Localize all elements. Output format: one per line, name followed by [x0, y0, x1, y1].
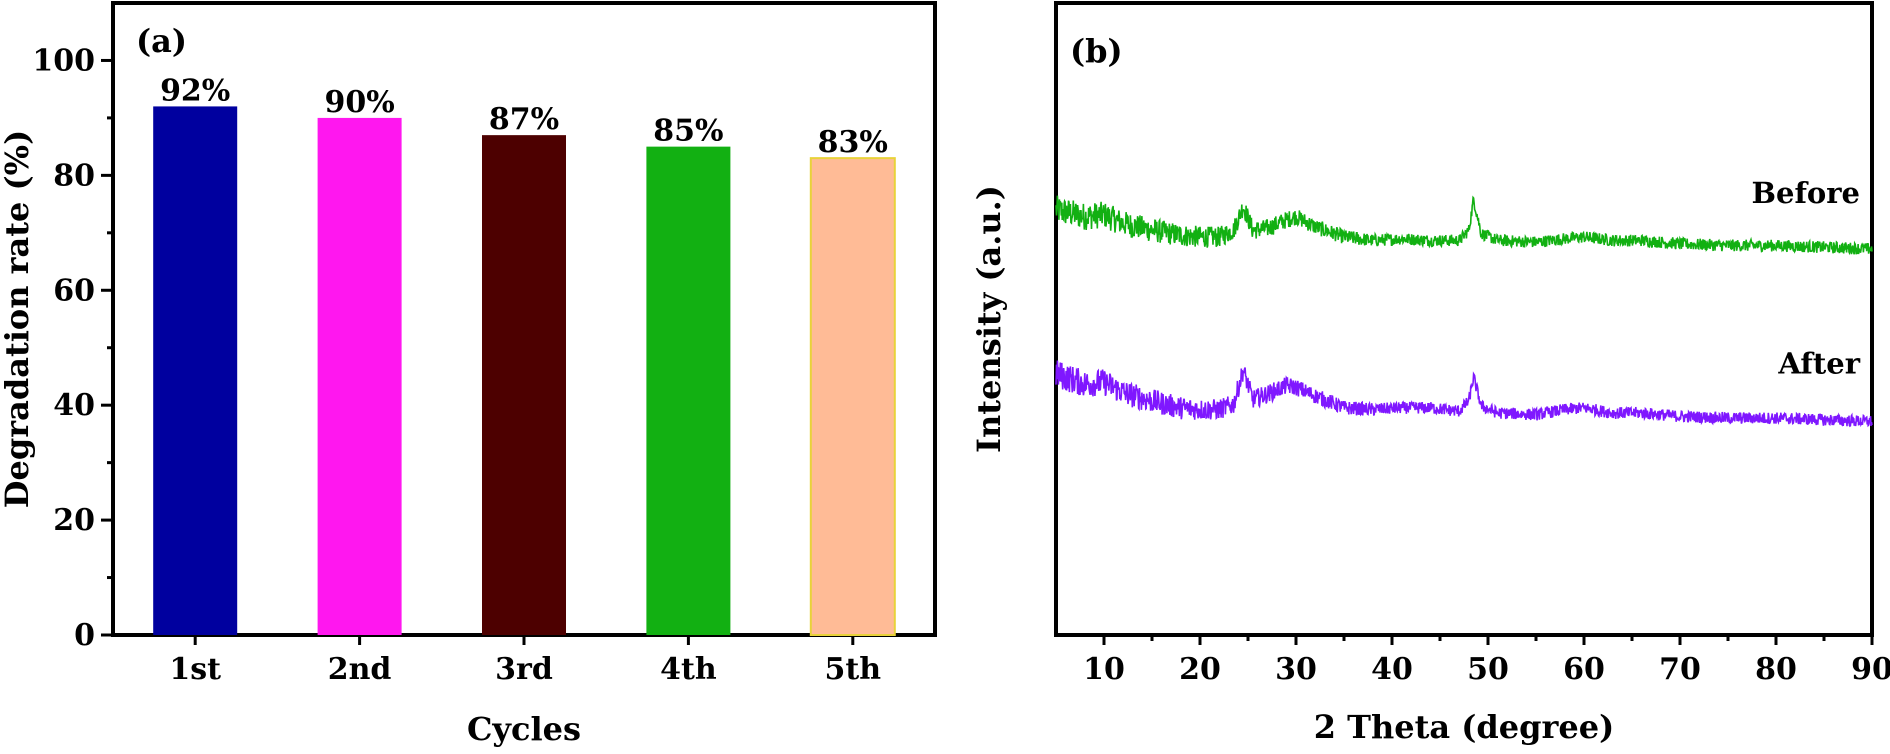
curve-label-after: After	[1777, 347, 1860, 381]
panel-a-degradation-bar-chart: (a) 0 20 40 60 80 100 1st 2nd 3rd 4th 5th 92% 90% 8…	[0, 1, 937, 748]
bar-value-label: 83%	[818, 125, 888, 160]
panel-a-x-axis: 1st 2nd 3rd 4th 5th	[169, 635, 881, 687]
x-tick-label: 90	[1851, 652, 1890, 687]
panel-b-curves: Before After	[1055, 176, 1873, 428]
x-tick-label: 80	[1755, 652, 1797, 687]
x-tick-label: 3rd	[495, 652, 553, 687]
bar-1st	[153, 106, 238, 635]
x-tick-label: 70	[1659, 652, 1701, 687]
bar-4th	[646, 146, 731, 636]
bar-5th	[809, 157, 896, 637]
x-tick-label: 60	[1563, 652, 1605, 687]
panel-b-plot-frame	[1054, 1, 1874, 637]
panel-a-y-axis-title: Degradation rate (%)	[0, 130, 36, 508]
bar-value-label: 90%	[324, 85, 394, 120]
panel-b-x-axis: 10 20 30 40 50 60 70 80 90	[1083, 635, 1890, 687]
x-tick-label: 30	[1275, 652, 1317, 687]
panel-b-y-axis-title: Intensity (a.u.)	[970, 185, 1008, 453]
bar-3rd	[482, 135, 566, 636]
y-tick-label: 60	[53, 273, 95, 308]
x-tick-label: 20	[1179, 652, 1221, 687]
y-tick-label: 80	[53, 158, 95, 193]
y-tick-label: 100	[32, 43, 95, 78]
panel-b-label: (b)	[1070, 32, 1123, 70]
x-tick-label: 10	[1083, 652, 1125, 687]
x-tick-label: 2nd	[328, 652, 392, 687]
x-tick-label: 50	[1467, 652, 1509, 687]
panel-a-label: (a)	[136, 22, 187, 60]
curve-label-before: Before	[1751, 176, 1860, 210]
bar-value-label: 92%	[160, 73, 230, 108]
panel-a-y-axis: 0 20 40 60 80 100	[32, 43, 113, 653]
bar-value-label: 85%	[653, 114, 723, 149]
bar-2nd	[317, 117, 402, 636]
panel-a-x-axis-title: Cycles	[467, 710, 581, 748]
bar-value-label: 87%	[489, 102, 559, 137]
xrd-curve-after	[1055, 360, 1873, 428]
panel-b-xrd-chart: (b) 10 20 30 40 50 60 70 80 90 Before After 2 The…	[970, 1, 1890, 746]
x-tick-label: 5th	[825, 652, 882, 687]
panel-a-bars: 92% 90% 87% 85% 83%	[153, 73, 896, 637]
x-tick-label: 1st	[169, 652, 221, 687]
x-tick-label: 40	[1371, 652, 1413, 687]
y-tick-label: 40	[53, 388, 95, 423]
x-tick-label: 4th	[660, 652, 717, 687]
panel-b-x-axis-title: 2 Theta (degree)	[1314, 708, 1614, 746]
xrd-curve-before	[1055, 195, 1873, 256]
y-tick-label: 20	[53, 503, 95, 538]
y-tick-label: 0	[74, 618, 95, 653]
